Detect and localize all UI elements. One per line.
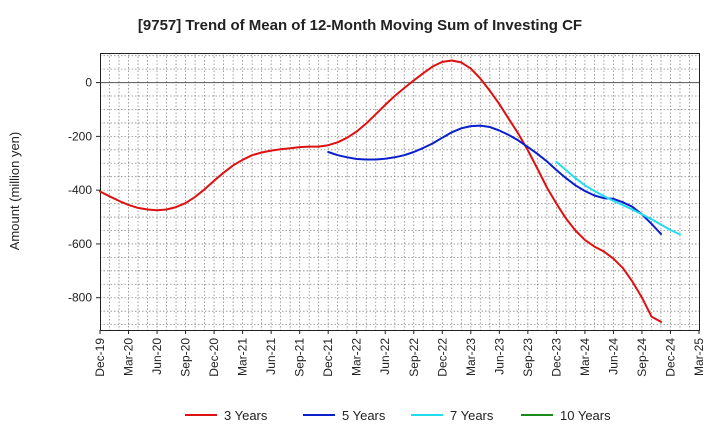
- x-tick-label: Jun-20: [150, 338, 164, 375]
- x-tick-label: Dec-20: [207, 338, 221, 377]
- x-tick-label: Dec-21: [321, 338, 335, 377]
- series-lines: [99, 59, 681, 323]
- series-line-7-years: [555, 160, 681, 236]
- x-tick-label: Sep-22: [407, 338, 421, 377]
- x-tick-label: Jun-21: [264, 338, 278, 375]
- plot-frame: [100, 53, 700, 331]
- grid: [100, 53, 699, 330]
- x-tick-label: Mar-20: [122, 338, 136, 376]
- x-tick-label: Dec-24: [663, 338, 677, 377]
- x-tick-label: Sep-20: [179, 338, 193, 377]
- x-tick-label: Dec-22: [435, 338, 449, 377]
- x-tick-label: Dec-19: [93, 338, 107, 377]
- y-tick-label: -800: [68, 291, 92, 305]
- legend-label-3-years: 3 Years: [224, 408, 268, 423]
- legend-label-5-years: 5 Years: [342, 408, 386, 423]
- legend-label-7-years: 7 Years: [450, 408, 494, 423]
- y-tick-label: -200: [68, 129, 92, 143]
- x-tick-label: Mar-22: [350, 338, 364, 376]
- y-axis-label: Amount (million yen): [7, 132, 22, 251]
- x-axis: Dec-19 Mar-20 Jun-20 Sep-20 Dec-20 Mar-21 Jun-…: [93, 330, 706, 377]
- x-tick-label: Sep-24: [635, 338, 649, 377]
- y-tick-label: -400: [68, 183, 92, 197]
- x-tick-label: Dec-23: [549, 338, 563, 377]
- series-line-5-years: [327, 124, 662, 235]
- y-tick-label: -600: [68, 237, 92, 251]
- x-tick-label: Mar-23: [464, 338, 478, 376]
- x-tick-label: Sep-21: [293, 338, 307, 377]
- y-tick-label: 0: [85, 76, 92, 90]
- chart-title: [9757] Trend of Mean of 12-Month Moving …: [138, 17, 582, 34]
- x-tick-label: Jun-22: [378, 338, 392, 375]
- y-axis: 0 -200 -400 -600 -800: [68, 76, 100, 305]
- x-tick-label: Sep-23: [521, 338, 535, 377]
- x-tick-label: Mar-21: [236, 338, 250, 376]
- x-tick-label: Mar-24: [578, 338, 592, 376]
- x-tick-label: Jun-23: [492, 338, 506, 375]
- series-line-3-years: [99, 59, 662, 323]
- legend: 3 Years 5 Years 7 Years 10 Years: [185, 408, 611, 423]
- x-tick-label: Mar-25: [692, 338, 706, 376]
- legend-label-10-years: 10 Years: [560, 408, 611, 423]
- x-tick-label: Jun-24: [606, 338, 620, 375]
